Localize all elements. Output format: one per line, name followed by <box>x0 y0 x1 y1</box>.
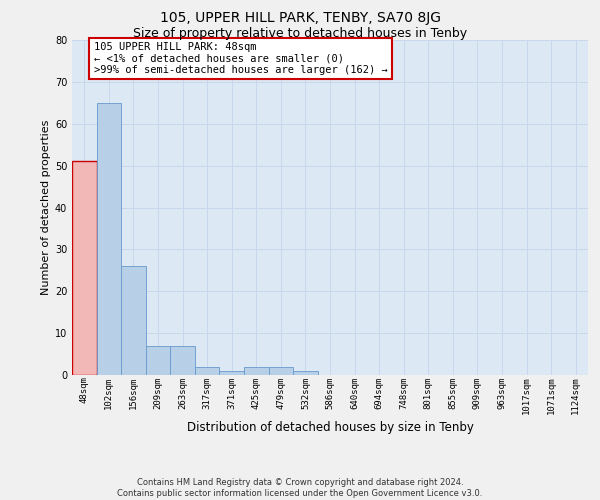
Bar <box>170 346 195 375</box>
Y-axis label: Number of detached properties: Number of detached properties <box>41 120 50 295</box>
Bar <box>269 366 293 375</box>
Text: Contains HM Land Registry data © Crown copyright and database right 2024.
Contai: Contains HM Land Registry data © Crown c… <box>118 478 482 498</box>
Bar <box>244 366 269 375</box>
Bar <box>220 371 244 375</box>
X-axis label: Distribution of detached houses by size in Tenby: Distribution of detached houses by size … <box>187 421 473 434</box>
Text: 105 UPPER HILL PARK: 48sqm
← <1% of detached houses are smaller (0)
>99% of semi: 105 UPPER HILL PARK: 48sqm ← <1% of deta… <box>94 42 388 76</box>
Bar <box>72 162 97 375</box>
Text: 105, UPPER HILL PARK, TENBY, SA70 8JG: 105, UPPER HILL PARK, TENBY, SA70 8JG <box>160 11 440 25</box>
Bar <box>293 371 318 375</box>
Bar <box>97 103 121 375</box>
Bar <box>121 266 146 375</box>
Bar <box>146 346 170 375</box>
Bar <box>195 366 220 375</box>
Text: Size of property relative to detached houses in Tenby: Size of property relative to detached ho… <box>133 26 467 40</box>
